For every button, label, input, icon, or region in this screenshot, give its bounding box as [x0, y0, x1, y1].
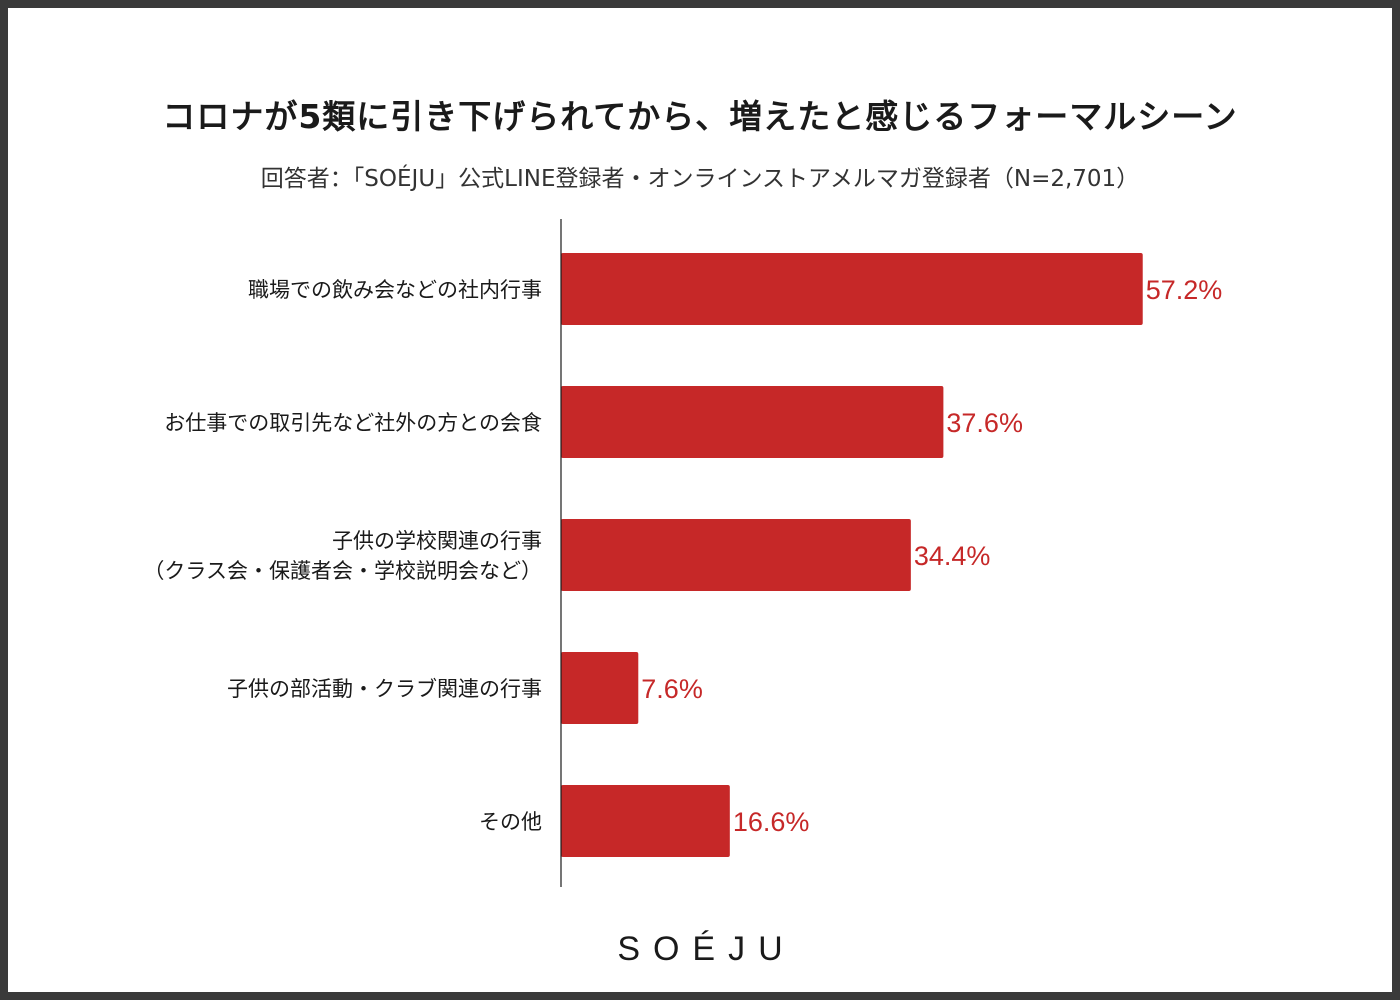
bar — [561, 785, 730, 857]
bar-chart: 57.2% 職場での飲み会などの社内行事 37.6% お仕事での取引先など社外の方との… — [143, 219, 1223, 887]
data-label: 34.4% — [914, 541, 991, 571]
bar — [561, 519, 911, 591]
chart-title: コロナが5類に引き下げられてから、増えたと感じるフォーマルシーン — [162, 97, 1238, 136]
category-label: お仕事での取引先など社外の方との会食 — [164, 411, 542, 435]
data-label: 57.2% — [1146, 275, 1223, 305]
category-label: 子供の部活動・クラブ関連の行事 — [227, 677, 542, 701]
chart-frame: コロナが5類に引き下げられてから、増えたと感じるフォーマルシーン 回答者：「SO… — [8, 8, 1392, 992]
category-label: その他 — [479, 810, 542, 834]
bar — [561, 652, 639, 724]
data-label: 37.6% — [946, 408, 1023, 438]
category-label: 職場での飲み会などの社内行事 — [248, 278, 542, 302]
category-label: 子供の学校関連の行事 — [332, 529, 542, 553]
data-label: 16.6% — [733, 807, 810, 837]
bar — [561, 253, 1143, 325]
category-label: （クラス会・保護者会・学校説明会など） — [143, 559, 542, 583]
chart-subtitle: 回答者：「SOÉJU」公式LINE登録者・オンラインストアメルマガ登録者（N=2… — [260, 166, 1140, 192]
data-label: 7.6% — [641, 674, 703, 704]
brand-logo: SOÉJU — [617, 930, 796, 968]
bar — [561, 386, 944, 458]
